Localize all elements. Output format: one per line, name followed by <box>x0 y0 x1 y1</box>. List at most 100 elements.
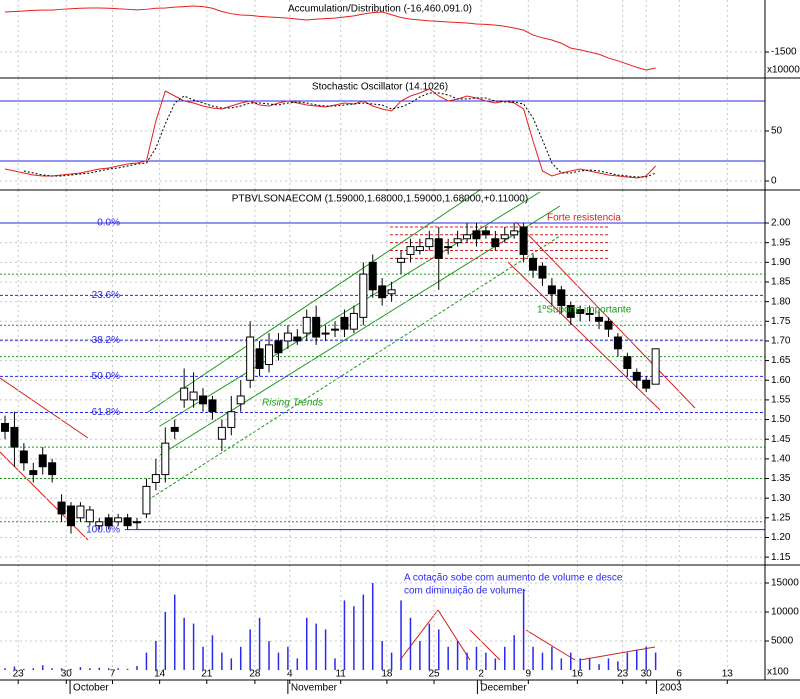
x-tick-label: 6 <box>676 669 682 680</box>
axis-unit: x10000 <box>767 65 800 76</box>
candle-body <box>519 226 528 255</box>
candle-body <box>349 312 358 330</box>
x-tick-label: 9 <box>526 669 532 680</box>
bar <box>343 600 346 671</box>
y-tick-label: 1.20 <box>771 532 791 543</box>
x-tick-label: 23 <box>13 669 25 680</box>
candle-body <box>10 426 19 448</box>
bar <box>334 658 336 671</box>
candle-body <box>632 371 641 381</box>
line <box>23 92 656 178</box>
candle-body <box>123 517 132 527</box>
candle-body <box>85 509 94 523</box>
bar <box>239 646 242 671</box>
candle-body <box>283 332 292 342</box>
y-tick-label: 1.70 <box>771 336 791 347</box>
x-tick-label: 13 <box>722 669 734 680</box>
trend-line <box>147 235 561 501</box>
bar <box>541 652 544 671</box>
candle-body <box>217 426 226 440</box>
y-tick-label: 10000 <box>771 607 799 618</box>
candle-body <box>0 422 9 432</box>
candle-body <box>538 265 547 279</box>
bar <box>98 667 101 671</box>
candle-body <box>95 521 104 527</box>
y-tick-label: 1.95 <box>771 237 791 248</box>
trend-line <box>469 629 501 661</box>
candle-body <box>189 391 198 401</box>
bar <box>126 668 129 671</box>
bar <box>41 665 44 671</box>
trend-line <box>437 609 471 661</box>
y-tick-label: 1.25 <box>771 512 791 523</box>
y-tick-label: 1.90 <box>771 257 791 268</box>
bar <box>258 617 261 671</box>
x-tick-label: 16 <box>572 669 584 680</box>
candle-body <box>557 289 566 307</box>
candle-body <box>425 238 434 248</box>
bar <box>117 668 119 671</box>
candle-body <box>274 340 283 354</box>
y-tick-label: 50 <box>771 126 783 137</box>
candle-body <box>104 517 113 527</box>
chart-title: Stochastic Oscillator (14.1026) <box>312 82 448 93</box>
fib-label: 100.0% <box>86 524 120 535</box>
candle-body <box>547 285 556 295</box>
month-label: December <box>480 683 527 694</box>
candle-body <box>331 328 340 331</box>
y-tick-label: 1.60 <box>771 375 791 386</box>
annotation: 1ºSuporte importante <box>537 305 632 316</box>
bar <box>504 646 506 671</box>
candle-body <box>57 501 66 515</box>
month-label: 2003 <box>660 683 683 694</box>
bar <box>428 623 431 671</box>
bar <box>617 661 619 671</box>
candle-body <box>76 505 85 519</box>
bar <box>296 658 299 671</box>
x-tick-label: 30 <box>641 669 653 680</box>
candle-body <box>585 312 594 315</box>
candle-body <box>312 316 321 338</box>
x-tick-label: 30 <box>61 669 73 680</box>
annotation: A cotação sobe com aumento de volume e d… <box>404 573 623 584</box>
bar <box>447 646 449 671</box>
bar <box>164 611 167 671</box>
y-tick-label: 1.55 <box>771 395 791 406</box>
trend-line <box>525 629 576 661</box>
bar <box>494 658 497 671</box>
bar <box>268 640 270 671</box>
y-tick-label: -1500 <box>771 47 797 58</box>
x-tick-label: 4 <box>287 669 293 680</box>
bar <box>324 629 327 671</box>
bar <box>79 667 82 671</box>
candle-body <box>642 379 651 389</box>
axis-unit: x100 <box>767 667 789 678</box>
bar <box>456 640 459 671</box>
bar <box>579 658 581 671</box>
x-tick-label: 11 <box>335 669 346 680</box>
x-tick-label: 28 <box>249 669 261 680</box>
candle-body <box>161 442 170 476</box>
candle-body <box>397 257 406 263</box>
candle-body <box>434 238 443 259</box>
candle-body <box>529 257 538 271</box>
bar <box>645 646 647 671</box>
bar <box>409 617 412 671</box>
candle-body <box>444 246 453 249</box>
bar <box>51 668 53 671</box>
bar <box>607 658 610 671</box>
candle-body <box>19 450 28 464</box>
candle-body <box>378 285 387 299</box>
trend-line <box>147 189 481 413</box>
bar <box>513 635 515 671</box>
bar <box>532 646 534 671</box>
bar <box>202 646 204 671</box>
candle-body <box>199 395 208 405</box>
chart-title: PTBVLSONAECOM (1.59000,1.68000,1.59000,1… <box>232 194 528 205</box>
trend-line <box>0 377 89 439</box>
annotation: Rising Trends <box>262 398 323 409</box>
bar <box>173 594 176 671</box>
trend-line <box>159 205 561 456</box>
bar <box>4 668 6 671</box>
bar <box>305 617 308 671</box>
